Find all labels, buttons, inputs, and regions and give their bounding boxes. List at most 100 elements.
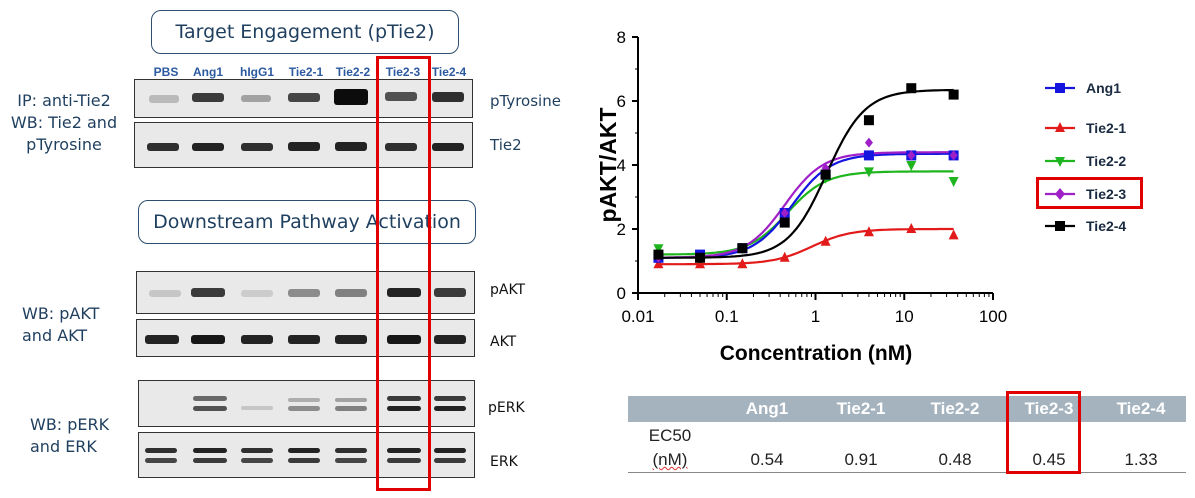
data-point-tie2-2: [948, 177, 959, 187]
blot-label-perk: pERK: [488, 400, 525, 416]
data-point-tie2-1: [906, 223, 917, 233]
band: [241, 448, 273, 453]
fit-curve-tie2-2: [658, 170, 954, 256]
band: [385, 92, 417, 101]
band: [387, 458, 421, 463]
ip-label: IP: anti-Tie2 WB: Tie2 and pTyrosine: [10, 91, 118, 154]
band: [387, 396, 421, 401]
band: [387, 288, 421, 297]
legend-marker: [1055, 83, 1065, 93]
data-point-tie2-1: [737, 258, 748, 269]
data-point-tie2-1: [948, 229, 959, 240]
band: [335, 142, 367, 151]
blot-label-akt: AKT: [490, 334, 517, 350]
data-point-tie2-4: [863, 115, 874, 126]
ec50-value: 0.54: [750, 450, 784, 469]
band: [335, 406, 367, 411]
chart-axes: 0 2 4 6 8 0.01 0.1 1 10 100: [617, 28, 1008, 326]
data-point-tie2-4: [737, 243, 748, 254]
blot-pakt: [136, 271, 475, 314]
col-header: Tie2-2: [930, 399, 980, 418]
x-tick-label: 10: [895, 307, 914, 326]
band: [288, 458, 320, 463]
legend-label: Tie2-4: [1086, 218, 1126, 234]
blot-tie2: [134, 122, 473, 168]
lane-label: hIgG1: [239, 65, 274, 79]
y-tick-label: 8: [617, 28, 626, 47]
fit-curve-tie2-1: [658, 227, 954, 266]
blot-ptyrosine: [134, 79, 473, 118]
row-label-unit: (nM): [652, 450, 688, 469]
blot-label-tie2: Tie2: [490, 136, 522, 154]
data-point-tie2-3: [864, 137, 873, 148]
band: [335, 289, 367, 297]
lane-label: Tie2-4: [431, 65, 467, 79]
fit-curve-tie2-4: [658, 88, 954, 259]
band: [335, 458, 367, 463]
y-tick-label: 2: [617, 220, 626, 239]
table-tie2-3-highlight: [1006, 391, 1081, 474]
blot-label-ptyrosine: pTyrosine: [490, 92, 561, 110]
legend-marker: [1055, 122, 1065, 132]
row-label-ec50: EC50: [648, 426, 692, 445]
lane-label: PBS: [153, 65, 179, 79]
x-tick-label: 0.1: [715, 307, 739, 326]
data-point-tie2-2: [906, 161, 917, 171]
fit-curve-tie2-3: [658, 151, 954, 259]
data-point-tie2-4: [653, 249, 664, 260]
band: [288, 398, 320, 402]
band: [193, 448, 227, 453]
data-point-tie2-4: [906, 83, 917, 94]
chart-legend: Ang1 Tie2-1 Tie2-2 Tie2-3 Tie2-4: [1045, 80, 1126, 234]
band: [241, 335, 273, 344]
band: [387, 335, 421, 344]
ec50-table: Ang1 Tie2-1 Tie2-2 Tie2-3 Tie2-4 EC50 (n…: [628, 396, 1186, 474]
ec50-value: 1.33: [1124, 450, 1158, 469]
data-point-tie2-4: [948, 89, 959, 100]
band: [192, 143, 224, 151]
data-point-tie2-4: [695, 252, 706, 263]
band: [241, 95, 271, 102]
data-point-ang1: [863, 150, 874, 161]
band: [191, 288, 225, 297]
legend-label: Tie2-3: [1086, 186, 1126, 202]
band: [288, 448, 320, 453]
band: [241, 143, 273, 151]
band: [193, 458, 227, 463]
blot-erk: [138, 432, 475, 478]
band: [432, 92, 464, 102]
band: [145, 458, 177, 463]
band: [145, 335, 179, 344]
band: [387, 448, 421, 453]
data-point-tie2-4: [820, 169, 831, 180]
legend-marker: [1055, 157, 1065, 167]
band: [334, 89, 368, 105]
tie2-3-lane-highlight: [376, 56, 431, 491]
band: [288, 335, 320, 344]
band: [385, 143, 417, 151]
data-point-tie2-2: [863, 167, 874, 178]
band: [434, 448, 466, 453]
band: [288, 406, 320, 411]
band: [335, 398, 367, 402]
fit-curve-ang1: [658, 152, 954, 259]
band: [335, 448, 367, 453]
y-tick-label: 6: [617, 92, 626, 111]
band: [193, 396, 227, 401]
data-point-tie2-1: [820, 235, 831, 246]
target-engagement-title: Target Engagement (pTie2): [151, 10, 459, 54]
data-point-tie2-3: [949, 150, 958, 161]
blot-label-pakt: pAKT: [490, 282, 526, 298]
col-header: Ang1: [745, 399, 789, 418]
erk-label: WB: pERK and ERK: [30, 415, 110, 456]
data-point-tie2-1: [863, 226, 874, 237]
band: [193, 406, 227, 411]
band: [288, 142, 320, 151]
akt-label: WB: pAKT and AKT: [22, 304, 100, 345]
band: [241, 458, 273, 463]
ec50-value: 0.48: [938, 450, 972, 469]
y-tick-label: 4: [617, 156, 626, 175]
blot-perk: [138, 380, 475, 427]
x-tick-label: 0.01: [621, 307, 654, 326]
y-tick-label: 0: [617, 284, 626, 303]
